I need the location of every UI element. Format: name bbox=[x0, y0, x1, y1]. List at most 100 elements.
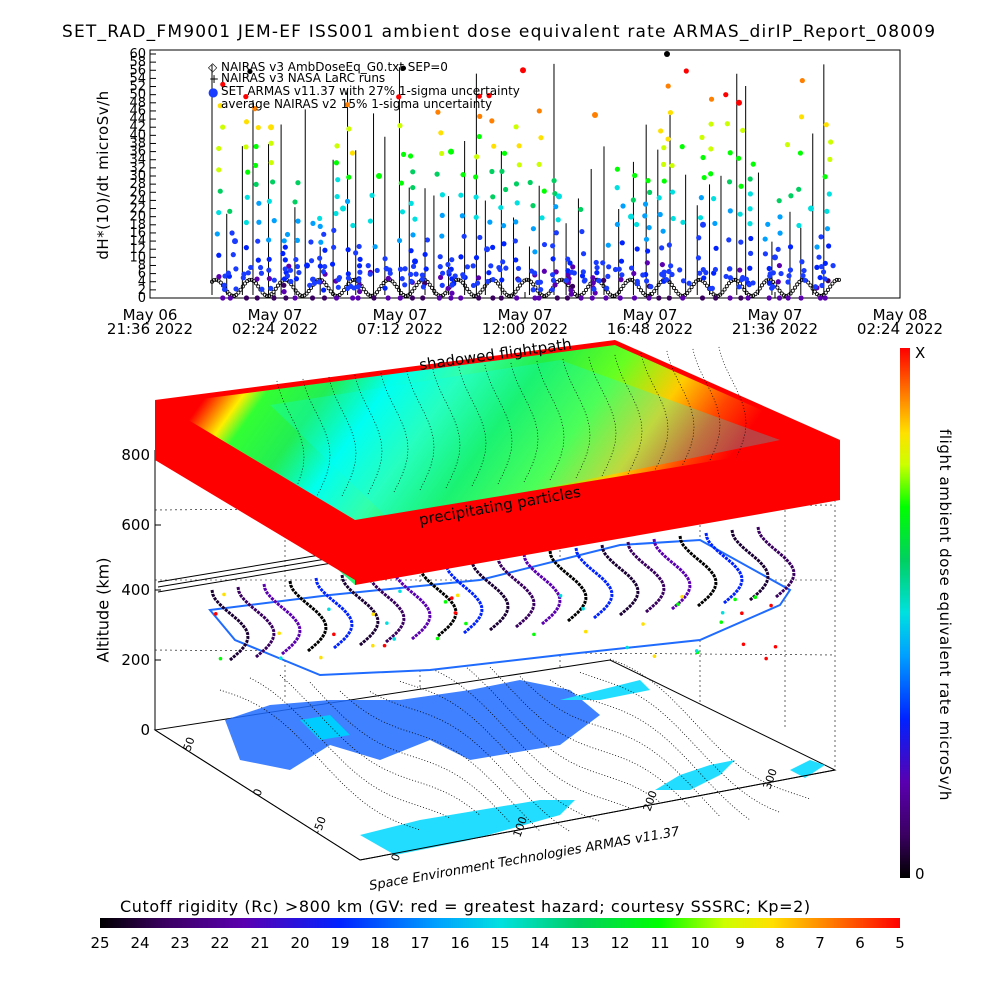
armas-point bbox=[284, 273, 291, 279]
armas-point bbox=[311, 280, 318, 286]
armas-point bbox=[474, 280, 481, 286]
nairas-point bbox=[511, 292, 516, 297]
nairas-point bbox=[247, 277, 252, 282]
armas-point bbox=[798, 295, 804, 301]
armas-point bbox=[501, 241, 507, 247]
armas-point bbox=[549, 287, 555, 293]
armas-point bbox=[353, 250, 359, 256]
rc-tick-label: 10 bbox=[690, 934, 709, 952]
nairas-point bbox=[374, 290, 379, 295]
y-tick-label: 50 bbox=[129, 88, 146, 103]
y-tick-label: 6 bbox=[138, 267, 146, 282]
armas-point bbox=[345, 275, 352, 281]
nairas-point bbox=[727, 281, 732, 286]
x-tick-label-line2: 02:24 2022 bbox=[232, 320, 318, 338]
nairas-point bbox=[722, 287, 727, 292]
armas-point bbox=[349, 150, 356, 156]
armas-point bbox=[634, 246, 640, 252]
armas-point bbox=[713, 245, 719, 251]
armas-point bbox=[683, 68, 689, 74]
armas-point bbox=[437, 274, 444, 280]
orbit-track bbox=[418, 565, 458, 638]
armas-point bbox=[632, 172, 638, 179]
nairas-point bbox=[399, 291, 404, 296]
armas-point bbox=[408, 248, 414, 254]
orbit-hotspot bbox=[720, 610, 725, 615]
armas-point bbox=[770, 284, 776, 290]
y-tick-label: 42 bbox=[129, 120, 146, 135]
armas-point bbox=[697, 270, 703, 276]
armas-point bbox=[486, 93, 492, 99]
orbit-hotspot bbox=[583, 629, 588, 634]
armas-point bbox=[634, 221, 640, 228]
nairas-point bbox=[458, 278, 463, 283]
rc-tick-label: 22 bbox=[210, 934, 229, 952]
nairas-point bbox=[691, 282, 696, 287]
armas-point bbox=[408, 271, 414, 277]
armas-point bbox=[420, 284, 427, 290]
armas-point bbox=[724, 121, 730, 127]
armas-point bbox=[252, 106, 258, 112]
nairas-point bbox=[806, 280, 811, 285]
armas-point bbox=[402, 266, 408, 272]
armas-point bbox=[271, 218, 277, 224]
rc-tick-label: 17 bbox=[410, 934, 429, 952]
armas-point bbox=[500, 223, 507, 229]
armas-point bbox=[487, 219, 493, 225]
armas-point bbox=[680, 219, 686, 225]
legend-text-3: average NAIRAS v2 15% 1-sigma uncertaint… bbox=[221, 97, 492, 111]
armas-point bbox=[281, 282, 287, 288]
armas-point bbox=[565, 256, 571, 262]
armas-point bbox=[727, 266, 733, 272]
armas-point bbox=[642, 201, 649, 207]
armas-peak-point bbox=[556, 193, 562, 200]
armas-point bbox=[723, 92, 729, 98]
rc-tick-label: 15 bbox=[490, 934, 509, 952]
dose-plane-side bbox=[155, 400, 355, 580]
y-tick-label: 56 bbox=[129, 63, 146, 78]
armas-point bbox=[345, 247, 351, 253]
armas-point bbox=[498, 295, 504, 301]
orbit-hotspot bbox=[327, 607, 331, 612]
nairas-point bbox=[392, 281, 397, 286]
nairas-point bbox=[324, 283, 329, 288]
rc-tick-label: 24 bbox=[130, 934, 149, 952]
orbit-hotspot bbox=[741, 642, 746, 647]
nairas-point bbox=[823, 290, 828, 295]
x-tick-label-line2: 16:48 2022 bbox=[607, 320, 693, 338]
armas-point bbox=[220, 124, 226, 130]
armas-point bbox=[750, 161, 756, 167]
armas-point bbox=[723, 273, 729, 280]
armas-point bbox=[669, 189, 676, 195]
armas-point bbox=[594, 270, 600, 276]
armas-point bbox=[646, 295, 652, 301]
nairas-point bbox=[531, 282, 536, 287]
armas-point bbox=[439, 150, 445, 157]
nairas-point bbox=[522, 278, 527, 283]
armas-point bbox=[419, 272, 425, 278]
armas-point bbox=[229, 230, 235, 236]
armas-point bbox=[726, 237, 732, 243]
rc-tick-label: 25 bbox=[90, 934, 109, 952]
armas-point bbox=[490, 194, 496, 200]
armas-point bbox=[660, 161, 667, 167]
armas-point bbox=[397, 295, 403, 301]
armas-point bbox=[408, 200, 414, 206]
armas-point bbox=[660, 228, 666, 234]
rc-tick-label: 20 bbox=[290, 934, 309, 952]
armas-point bbox=[679, 144, 685, 150]
nairas-point bbox=[231, 293, 236, 298]
armas-point bbox=[802, 277, 808, 283]
armas-point bbox=[661, 178, 667, 184]
armas-point bbox=[243, 119, 250, 125]
legend-symbol-2: ● bbox=[208, 85, 218, 99]
armas-point bbox=[747, 206, 753, 212]
armas-point bbox=[355, 284, 361, 290]
orbit-track bbox=[704, 532, 744, 605]
armas-point bbox=[216, 252, 222, 258]
armas-point bbox=[423, 266, 429, 272]
armas-point bbox=[222, 273, 228, 279]
armas-point bbox=[631, 295, 638, 301]
nairas-point bbox=[271, 289, 276, 294]
armas-point bbox=[775, 279, 781, 285]
